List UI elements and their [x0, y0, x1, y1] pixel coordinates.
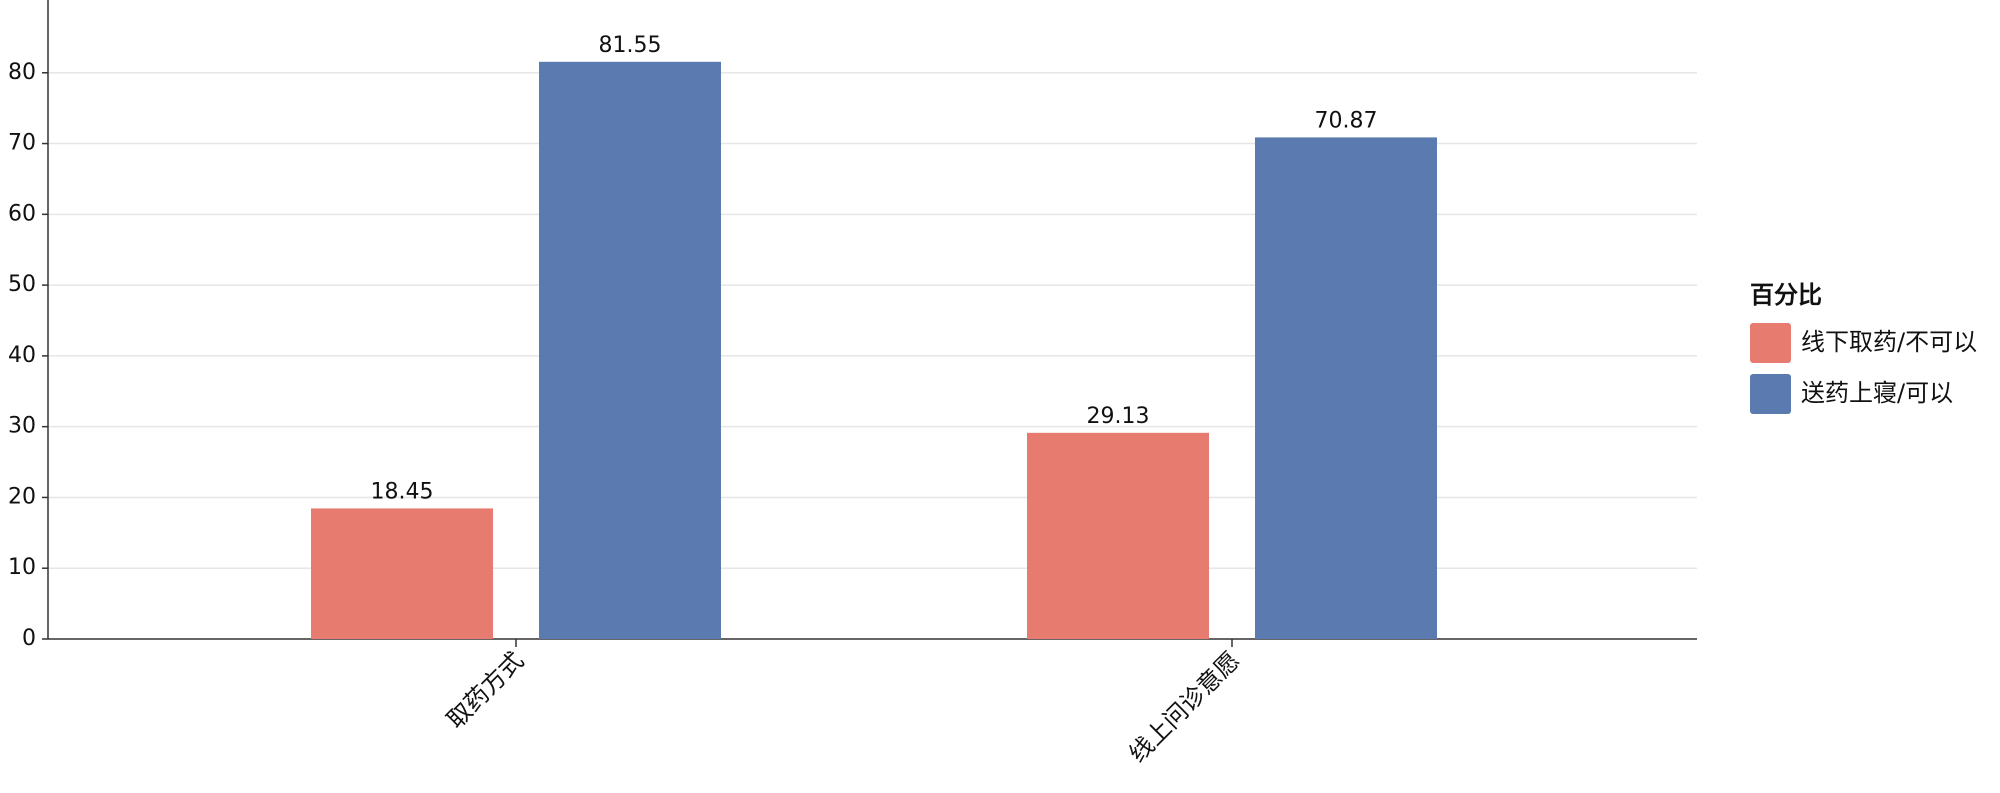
y-tick-label: 80 [8, 60, 36, 85]
legend-swatch [1750, 323, 1791, 363]
y-tick-label: 70 [8, 131, 36, 156]
y-tick-label: 40 [8, 343, 36, 368]
y-tick-label: 10 [8, 555, 36, 580]
value-label: 29.13 [1087, 404, 1150, 429]
y-tick-label: 50 [8, 272, 36, 297]
legend-swatch [1750, 374, 1791, 414]
legend-label: 线下取药/不可以 [1801, 328, 1977, 356]
legend-label: 送药上寝/可以 [1801, 379, 1953, 407]
bar [1255, 137, 1437, 639]
legend-title: 百分比 [1750, 281, 1822, 309]
y-tick-label: 20 [8, 484, 36, 509]
y-tick-label: 30 [8, 414, 36, 439]
y-tick-label: 60 [8, 201, 36, 226]
x-tick-label: 取药方式 [442, 646, 530, 734]
y-tick-label: 0 [22, 626, 36, 651]
bar [1027, 432, 1209, 639]
value-label: 70.87 [1315, 108, 1378, 133]
bar [311, 508, 493, 639]
x-tick-label: 线上问诊意愿 [1124, 646, 1246, 768]
value-label: 18.45 [371, 479, 434, 504]
bar [539, 61, 721, 639]
value-label: 81.55 [599, 33, 662, 58]
